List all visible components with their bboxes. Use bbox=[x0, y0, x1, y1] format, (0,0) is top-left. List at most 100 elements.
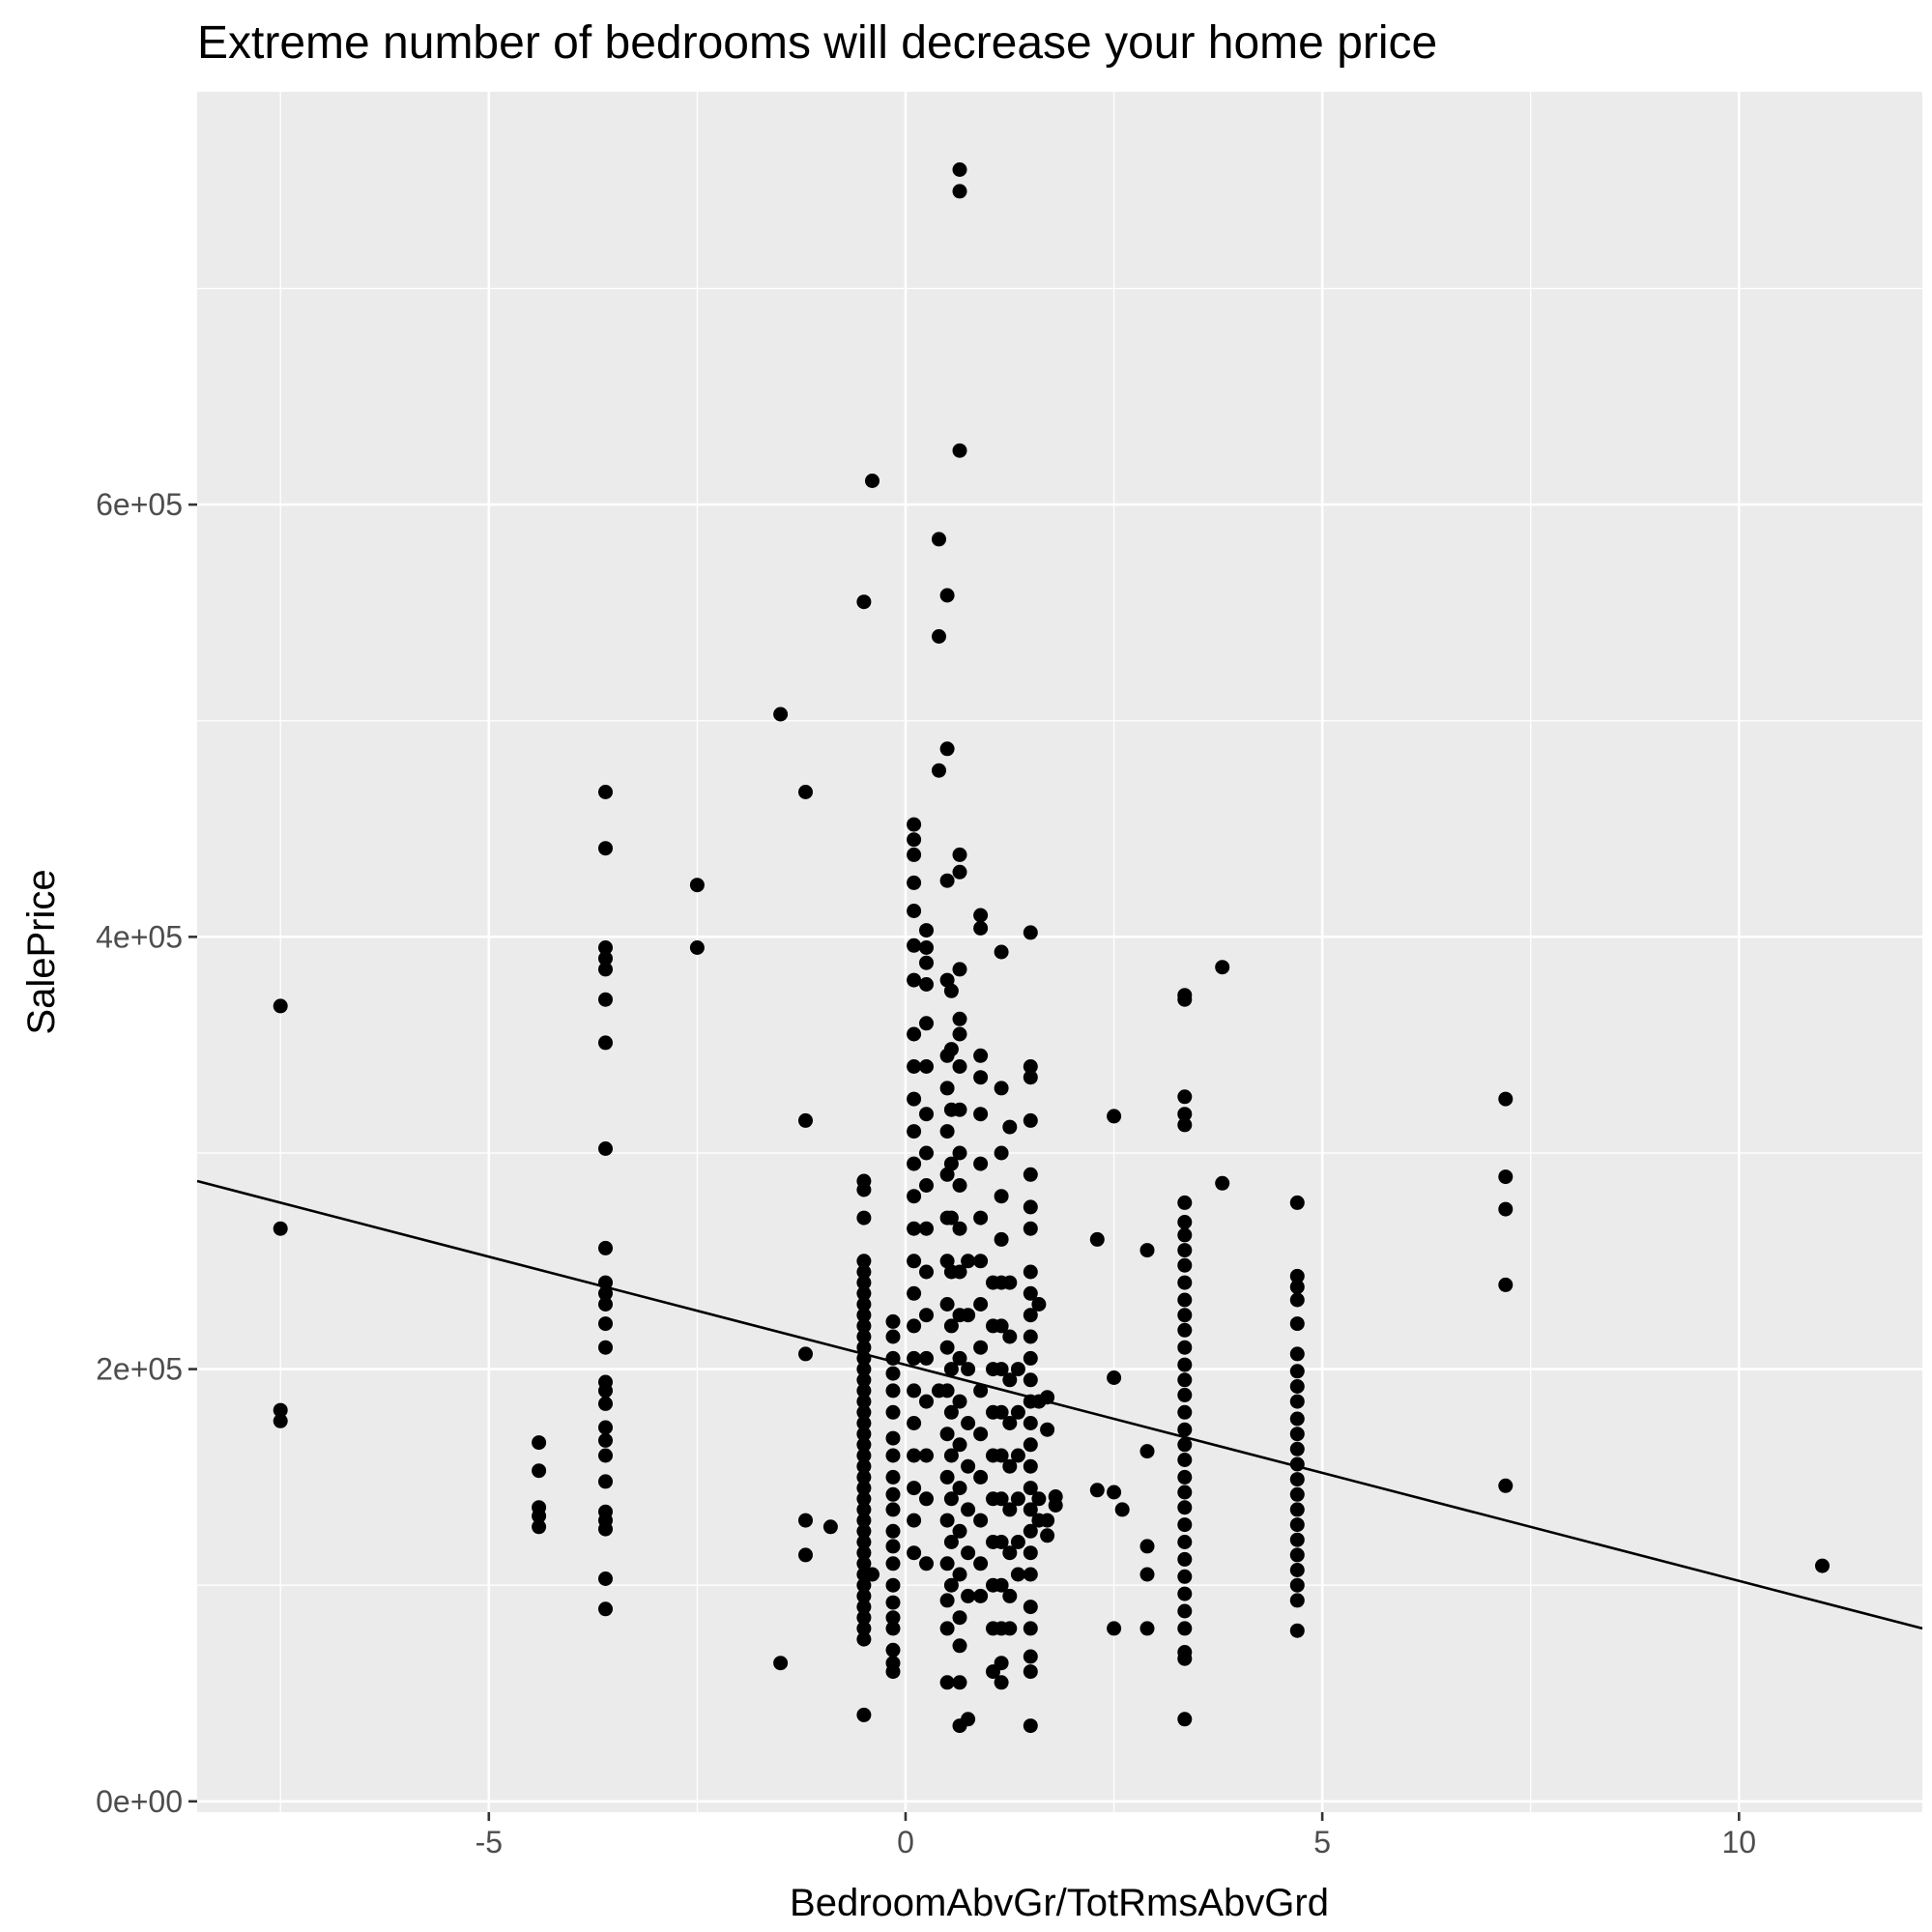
data-point bbox=[1177, 1586, 1193, 1601]
data-point bbox=[961, 1588, 976, 1603]
data-point bbox=[1289, 1292, 1305, 1308]
data-point bbox=[952, 162, 967, 177]
data-point bbox=[1023, 1199, 1038, 1215]
data-point bbox=[1010, 1404, 1025, 1420]
data-point bbox=[273, 1402, 288, 1418]
data-point bbox=[856, 1513, 872, 1528]
data-point bbox=[939, 1340, 955, 1355]
data-point bbox=[856, 1523, 872, 1539]
data-point bbox=[1040, 1528, 1055, 1543]
x-tick-label: 10 bbox=[1721, 1825, 1756, 1860]
data-point bbox=[856, 1545, 872, 1561]
data-point bbox=[919, 1448, 934, 1463]
data-point bbox=[856, 594, 872, 610]
data-point bbox=[598, 785, 613, 799]
data-point bbox=[598, 1383, 613, 1399]
data-point bbox=[1177, 1089, 1193, 1105]
data-point bbox=[1177, 1387, 1193, 1402]
data-point bbox=[1023, 1059, 1038, 1074]
data-point bbox=[856, 1329, 872, 1344]
data-point bbox=[1289, 1316, 1305, 1332]
data-point bbox=[1289, 1268, 1305, 1283]
data-point bbox=[885, 1329, 901, 1344]
data-point bbox=[907, 1481, 922, 1496]
data-point bbox=[1023, 1437, 1038, 1453]
data-point bbox=[943, 1362, 959, 1377]
data-point bbox=[856, 1362, 872, 1377]
data-point bbox=[1023, 1329, 1038, 1344]
data-point bbox=[273, 998, 288, 1014]
data-point bbox=[994, 1189, 1009, 1204]
data-point bbox=[1139, 1539, 1155, 1554]
data-point bbox=[952, 1145, 967, 1161]
data-point bbox=[598, 1285, 613, 1301]
data-point bbox=[273, 1221, 288, 1236]
data-point bbox=[856, 1437, 872, 1453]
data-point bbox=[1177, 1422, 1193, 1437]
data-point bbox=[973, 1588, 989, 1603]
data-point bbox=[1289, 1472, 1305, 1487]
data-point bbox=[943, 1491, 959, 1507]
data-point bbox=[856, 1383, 872, 1399]
data-point bbox=[1177, 1517, 1193, 1533]
x-tick-label: 5 bbox=[1313, 1825, 1331, 1860]
data-point bbox=[598, 1240, 613, 1255]
data-point bbox=[885, 1430, 901, 1446]
data-point bbox=[919, 1556, 934, 1572]
data-point bbox=[919, 1350, 934, 1366]
data-point bbox=[1023, 1285, 1038, 1301]
data-point bbox=[856, 1481, 872, 1496]
data-point bbox=[943, 1577, 959, 1593]
data-point bbox=[994, 1656, 1009, 1671]
data-point bbox=[919, 1178, 934, 1193]
data-point bbox=[1023, 1070, 1038, 1085]
data-point bbox=[952, 1221, 967, 1236]
data-point bbox=[907, 1350, 922, 1366]
data-point bbox=[273, 1413, 288, 1428]
data-point bbox=[856, 1275, 872, 1290]
data-point bbox=[952, 1350, 967, 1366]
data-point bbox=[1177, 1651, 1193, 1666]
data-point bbox=[907, 1416, 922, 1430]
data-point bbox=[1089, 1231, 1105, 1247]
data-point bbox=[856, 1210, 872, 1226]
data-point bbox=[952, 1638, 967, 1654]
data-point bbox=[919, 1145, 934, 1161]
grid-lines bbox=[197, 92, 1922, 1812]
data-point bbox=[885, 1595, 901, 1610]
data-point bbox=[907, 1156, 922, 1171]
data-point bbox=[1002, 1416, 1018, 1430]
data-point bbox=[598, 1521, 613, 1537]
data-points bbox=[273, 162, 1830, 1734]
data-point bbox=[885, 1577, 901, 1593]
data-point bbox=[907, 1545, 922, 1561]
data-point bbox=[856, 1535, 872, 1549]
data-point bbox=[885, 1313, 901, 1329]
data-point bbox=[919, 977, 934, 992]
data-point bbox=[798, 1346, 813, 1362]
data-point bbox=[961, 1712, 976, 1727]
data-point bbox=[1177, 1372, 1193, 1388]
data-point bbox=[1177, 1404, 1193, 1420]
data-point bbox=[1023, 1523, 1038, 1539]
data-point bbox=[1289, 1364, 1305, 1379]
data-point bbox=[1089, 1483, 1105, 1498]
data-point bbox=[1002, 1458, 1018, 1474]
data-point bbox=[907, 1513, 922, 1528]
data-point bbox=[1177, 1535, 1193, 1549]
data-point bbox=[907, 1254, 922, 1269]
data-point bbox=[932, 763, 946, 778]
data-point bbox=[994, 1491, 1009, 1507]
data-point bbox=[1177, 1712, 1193, 1727]
data-point bbox=[1023, 1458, 1038, 1474]
data-point bbox=[856, 1427, 872, 1442]
data-point bbox=[856, 1318, 872, 1334]
data-point bbox=[1031, 1297, 1047, 1312]
data-point bbox=[973, 1107, 989, 1122]
data-point bbox=[973, 1340, 989, 1355]
chart-title: Extreme number of bedrooms will decrease… bbox=[197, 17, 1437, 69]
data-point bbox=[952, 443, 967, 458]
data-point bbox=[907, 1026, 922, 1042]
data-point bbox=[1023, 1545, 1038, 1561]
data-point bbox=[1289, 1502, 1305, 1517]
